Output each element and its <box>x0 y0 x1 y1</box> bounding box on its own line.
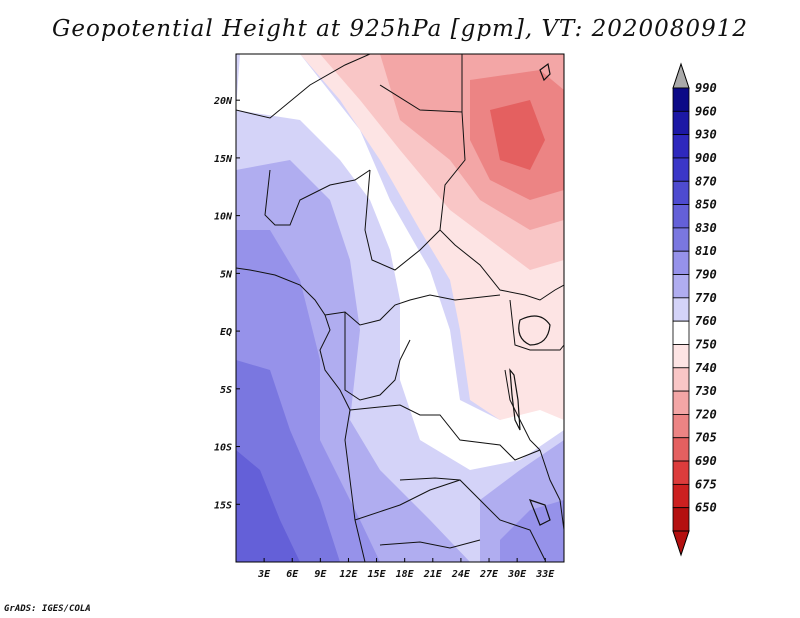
colorbar: 990 960 930 900 870 850 830 810 790 770 760 750 740 7… <box>672 62 717 557</box>
colorbar-cell <box>672 414 690 439</box>
colorbar-cell <box>672 250 690 275</box>
lon-label: 12E <box>339 569 358 580</box>
colorbar-cell <box>672 204 690 229</box>
latitude-labels: 20N 15N 10N 5N EQ 5S 10S 15S <box>213 96 233 511</box>
longitude-labels: 3E 6E 9E 12E 15E 18E 21E 24E 27E 30E 33E <box>257 569 555 580</box>
lon-label: 21E <box>423 569 443 580</box>
colorbar-cell <box>672 157 690 182</box>
colorbar-label: 960 <box>695 104 717 118</box>
colorbar-cell <box>672 367 690 392</box>
colorbar-cell <box>672 460 690 485</box>
lon-label: 9E <box>314 569 327 580</box>
tick-marks <box>236 99 546 562</box>
colorbar-label: 990 <box>695 81 717 95</box>
colorbar-label: 830 <box>695 221 717 235</box>
colorbar-cell <box>672 297 690 322</box>
lon-label: 24E <box>451 569 471 580</box>
lon-label: 3E <box>257 569 271 580</box>
colorbar-cell <box>672 274 690 299</box>
lat-label: EQ <box>220 327 232 338</box>
colorbar-cell <box>672 110 690 136</box>
lat-label: 5N <box>220 269 233 280</box>
colorbar-cell <box>672 134 690 159</box>
colorbar-cell <box>672 180 690 205</box>
lon-label: 27E <box>479 569 499 580</box>
height-field <box>236 54 564 562</box>
lat-label: 10S <box>214 443 232 454</box>
colorbar-bottom-arrow <box>672 530 690 557</box>
chart-title: Geopotential Height at 925hPa [gpm], VT:… <box>52 16 748 42</box>
lakes <box>509 62 551 526</box>
colorbar-label: 690 <box>695 454 717 468</box>
lon-label: 6E <box>286 569 299 580</box>
colorbar-label: 740 <box>695 361 717 375</box>
colorbar-label: 770 <box>695 291 717 305</box>
colorbar-label: 730 <box>695 384 717 398</box>
colorbar-label: 720 <box>695 407 717 421</box>
colorbar-label: 870 <box>695 174 717 188</box>
colorbar-cell <box>672 507 690 532</box>
colorbar-label: 790 <box>695 268 717 282</box>
colorbar-label: 675 <box>695 477 717 491</box>
colorbar-label: 900 <box>695 151 717 165</box>
colorbar-cell <box>672 483 690 509</box>
lat-label: 20N <box>213 96 233 107</box>
colorbar-cell <box>672 227 690 252</box>
lat-label: 15N <box>214 154 233 165</box>
country-borders <box>236 54 564 562</box>
lon-label: 33E <box>535 569 555 580</box>
lat-label: 10N <box>214 212 233 223</box>
lon-label: 15E <box>368 569 387 580</box>
colorbar-label: 760 <box>695 314 717 328</box>
colorbar-cell <box>672 344 690 369</box>
colorbar-label: 810 <box>695 244 717 258</box>
colorbar-cell <box>672 320 690 345</box>
map-frame <box>235 53 565 563</box>
lat-label: 15S <box>214 500 232 511</box>
lon-label: 30E <box>507 569 527 580</box>
colorbar-label: 750 <box>695 337 717 351</box>
lon-label: 18E <box>396 569 415 580</box>
colorbar-label: 850 <box>695 198 717 212</box>
colorbar-label: 650 <box>695 501 717 515</box>
colorbar-cell <box>672 87 690 112</box>
grads-credit: GrADS: IGES/COLA <box>4 604 91 614</box>
colorbar-label: 930 <box>695 128 717 142</box>
colorbar-label: 705 <box>695 431 717 445</box>
lat-label: 5S <box>220 385 232 396</box>
colorbar-cell <box>672 437 690 462</box>
colorbar-cell <box>672 390 690 415</box>
colorbar-top-arrow <box>672 62 690 89</box>
